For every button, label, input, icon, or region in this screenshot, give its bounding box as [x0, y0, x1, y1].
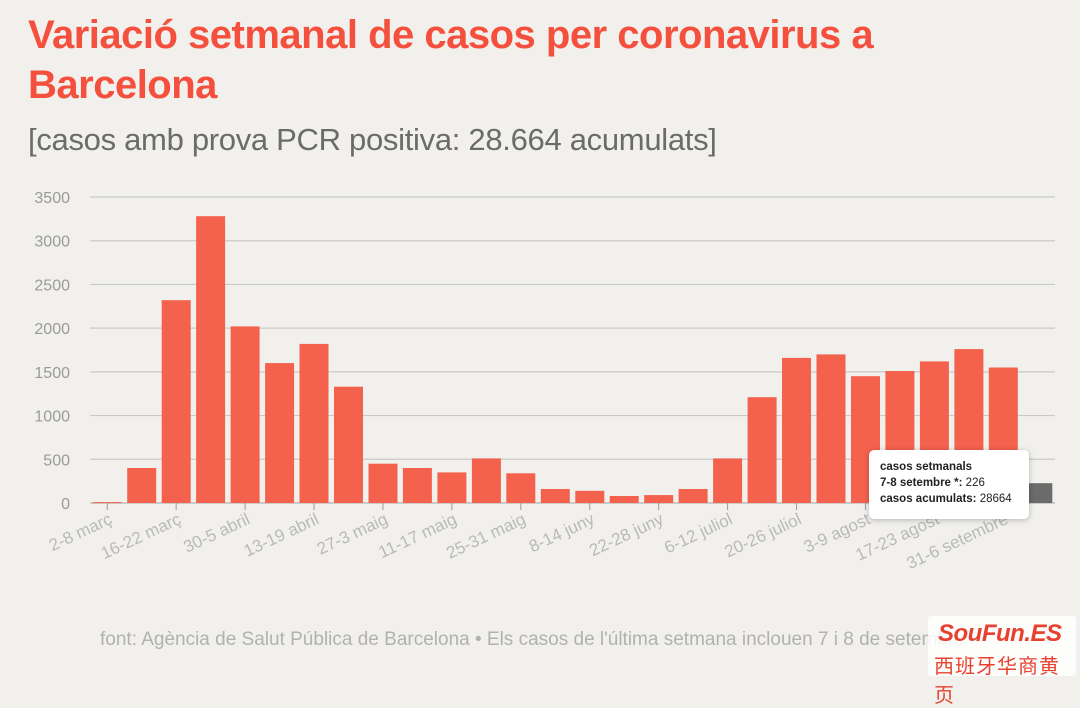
bar-18[interactable] [713, 458, 743, 503]
tooltip-cumulative-value: 28664 [979, 493, 1012, 505]
x-tick-label: 22-28 juny [586, 509, 666, 560]
tooltip-week-label: 7-8 setembre *: [880, 477, 963, 489]
x-tick-label: 16-22 març [98, 509, 184, 563]
x-tick-label: 30-5 abril [181, 509, 253, 556]
bar-14[interactable] [575, 490, 605, 503]
y-tick-label: 1000 [34, 409, 70, 426]
bar-7[interactable] [334, 386, 363, 503]
bar-19[interactable] [747, 397, 777, 503]
x-tick-label: 20-26 juliol [722, 509, 805, 561]
bar-27[interactable] [1023, 483, 1053, 503]
bar-4[interactable] [230, 326, 260, 503]
bar-5[interactable] [265, 363, 295, 503]
y-tick-label: 500 [43, 452, 70, 469]
x-tick-label: 25-31 maig [443, 509, 528, 562]
tooltip-week-value: 226 [965, 477, 985, 489]
bar-15[interactable] [609, 496, 639, 503]
bar-10[interactable] [437, 472, 467, 503]
tooltip-title: casos setmanals [880, 461, 973, 473]
bars [92, 216, 1053, 504]
y-tick-label: 2000 [34, 321, 70, 338]
y-tick-label: 0 [61, 496, 70, 513]
bar-9[interactable] [402, 468, 432, 503]
watermark-brand: SouFun.ES [938, 620, 1062, 647]
tooltip-cumulative-label: casos acumulats: [880, 493, 977, 505]
chart-title: Variació setmanal de casos per coronavir… [28, 13, 874, 107]
bar-17[interactable] [678, 489, 708, 503]
bar-21[interactable] [816, 354, 846, 503]
y-tick-label: 1500 [34, 365, 70, 382]
source-footer: font: Agència de Salut Pública de Barcel… [100, 629, 965, 650]
y-axis-ticks: 0 500 1000 1500 2000 2500 3000 3500 [34, 190, 70, 513]
x-tick-label: 13-19 abril [241, 509, 322, 560]
y-tick-label: 2500 [34, 277, 70, 294]
bar-8[interactable] [368, 463, 398, 503]
bar-2[interactable] [161, 300, 191, 503]
y-tick-label: 3000 [34, 234, 70, 251]
watermark-subtitle: 西班牙华商黄页 [934, 656, 1060, 707]
bar-20[interactable] [782, 357, 811, 503]
bar-0[interactable] [92, 502, 122, 504]
bar-11[interactable] [471, 458, 501, 503]
bar-6[interactable] [299, 343, 329, 503]
bar-chart: 0 500 1000 1500 2000 2500 3000 3500 2-8 març16-… [34, 190, 1055, 573]
chart-subtitle: [casos amb prova PCR positiva: 28.664 ac… [28, 122, 717, 157]
bar-12[interactable] [506, 473, 536, 503]
bar-3[interactable] [196, 216, 226, 503]
y-tick-label: 3500 [34, 190, 70, 207]
x-tick-label: 8-14 juny [526, 509, 598, 556]
bar-tooltip: casos setmanals 7-8 setembre *: 226 caso… [869, 450, 1029, 519]
bar-1[interactable] [127, 468, 157, 503]
bar-13[interactable] [540, 489, 570, 503]
bar-16[interactable] [644, 495, 674, 503]
watermark-logo: SouFun.ES 西班牙华商黄页 [928, 616, 1076, 707]
